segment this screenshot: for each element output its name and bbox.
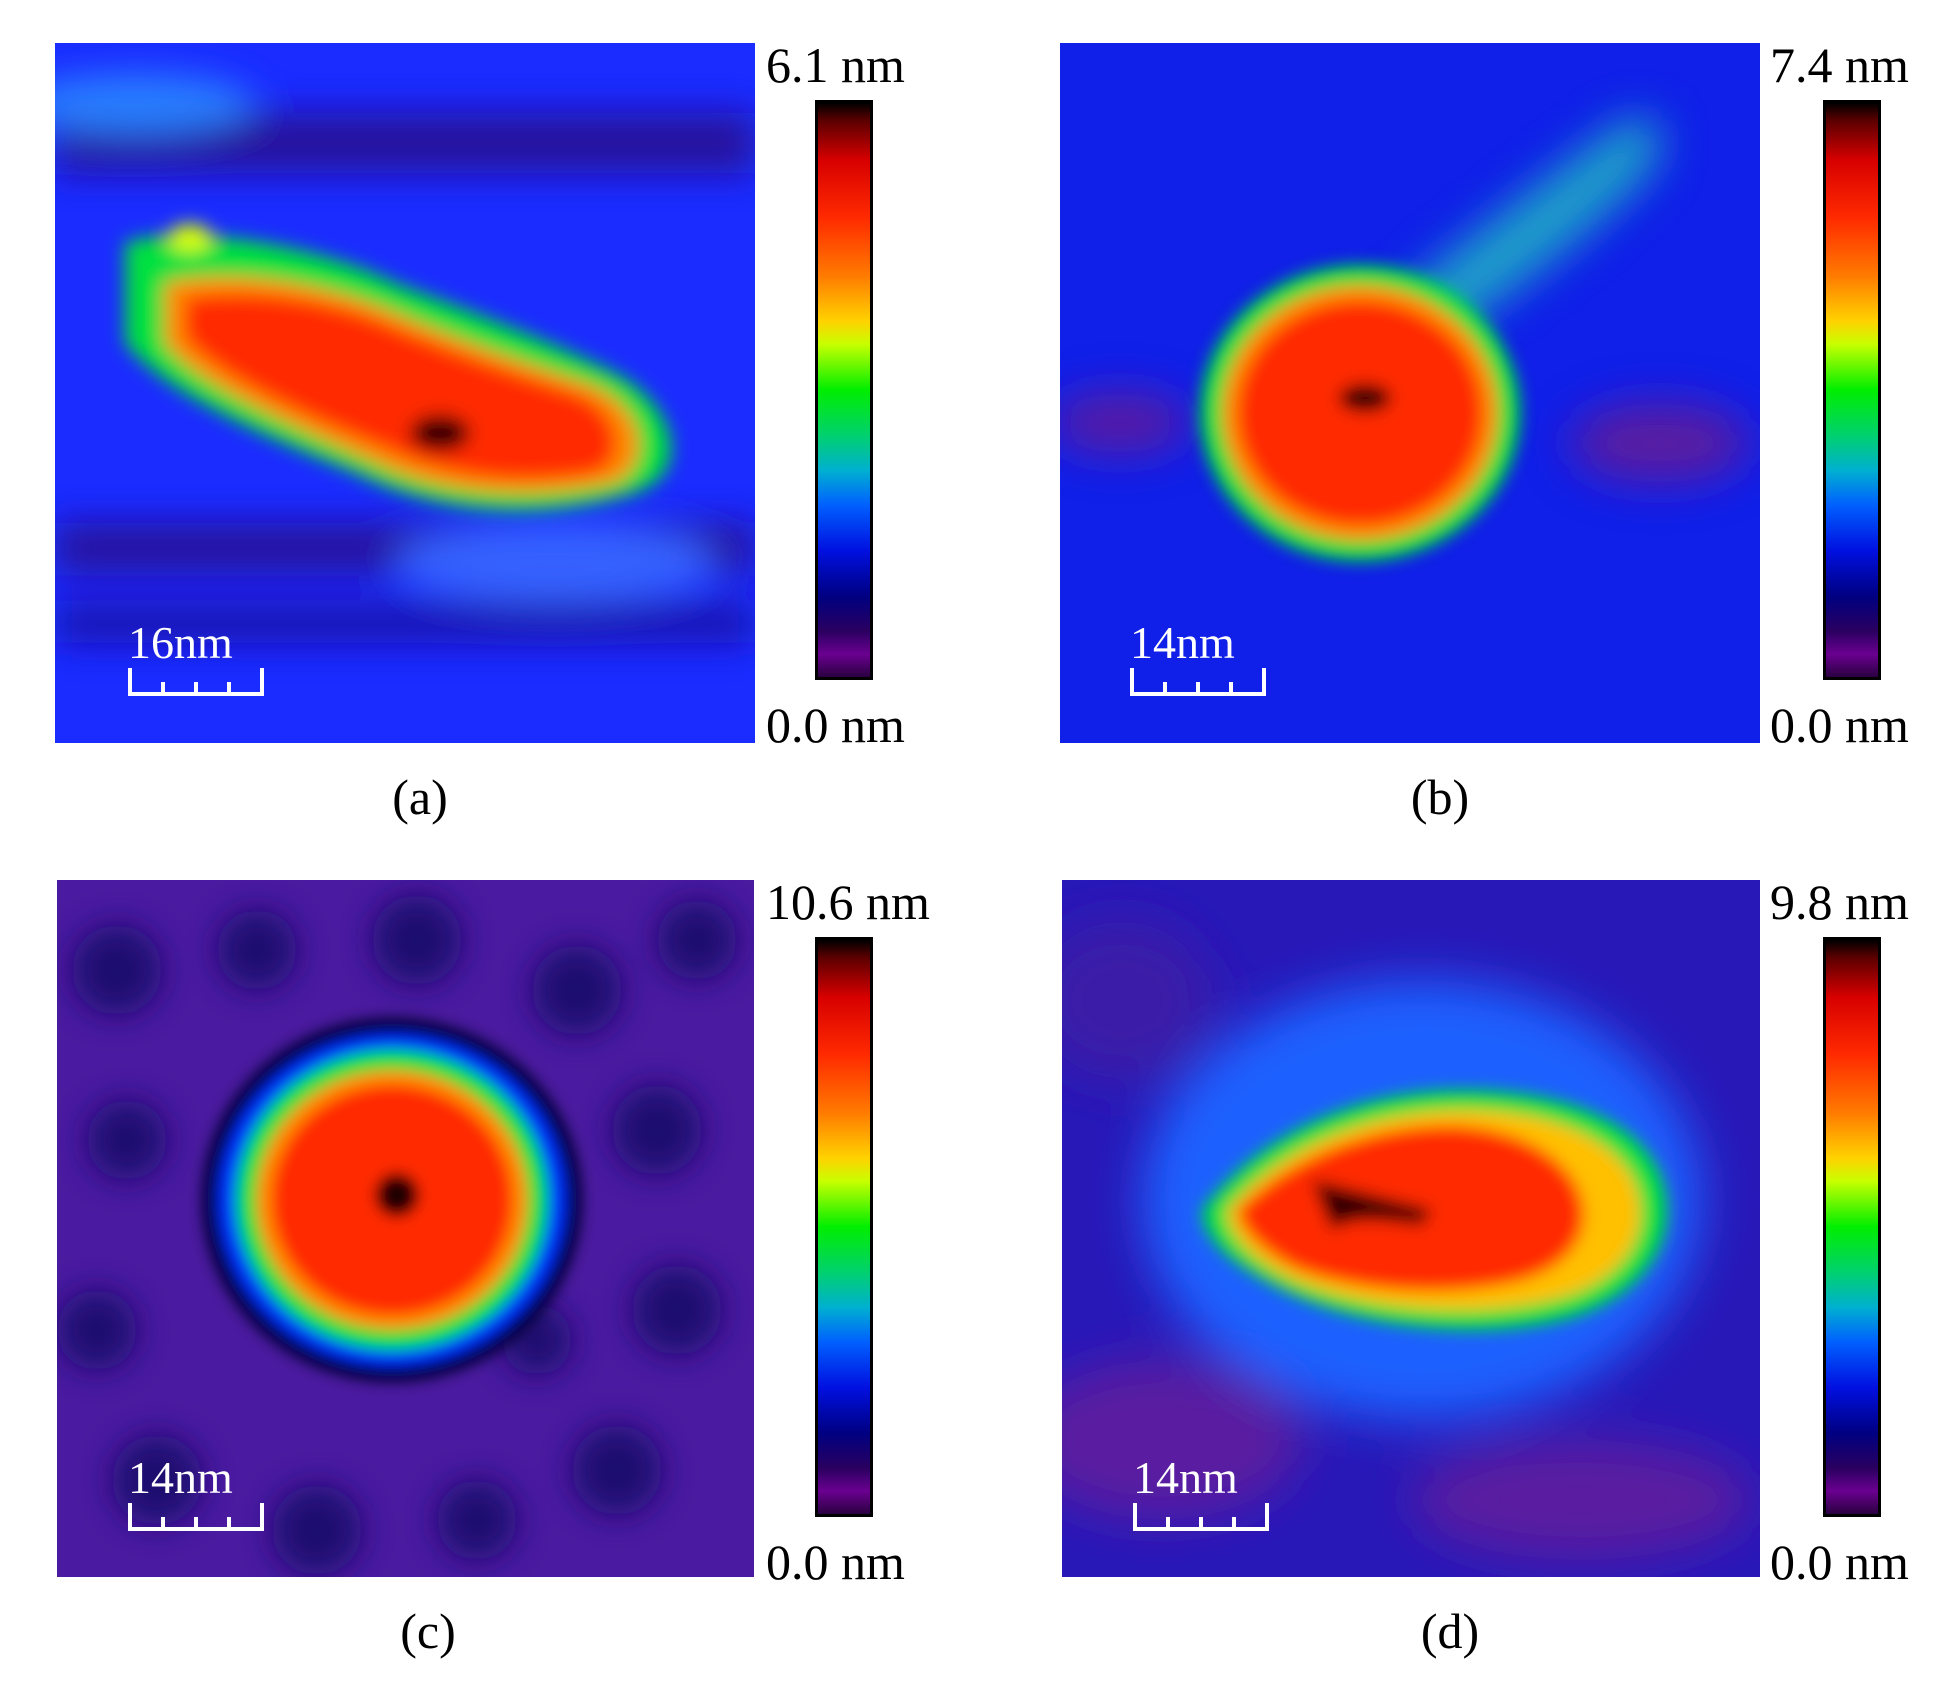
afm-map-b bbox=[1060, 43, 1760, 743]
colorbar-min-label-a: 0.0 nm bbox=[766, 697, 905, 753]
afm-image-d bbox=[1062, 880, 1760, 1577]
caption-d: (d) bbox=[1420, 1603, 1480, 1659]
caption-b: (b) bbox=[1410, 769, 1470, 825]
colorbar-d bbox=[1823, 937, 1881, 1517]
afm-map-a bbox=[55, 43, 755, 743]
colorbar-max-label-d: 9.8 nm bbox=[1770, 874, 1909, 930]
afm-image-c bbox=[57, 880, 754, 1577]
scale-label-c: 14nm bbox=[128, 1452, 233, 1503]
scale-label-a: 16nm bbox=[128, 617, 233, 668]
colorbar-max-label-c: 10.6 nm bbox=[766, 874, 930, 930]
colorbar-min-label-b: 0.0 nm bbox=[1770, 697, 1909, 753]
colorbar-max-label-b: 7.4 nm bbox=[1770, 37, 1909, 93]
colorbar-min-label-c: 0.0 nm bbox=[766, 1534, 905, 1590]
afm-map-c bbox=[57, 880, 754, 1577]
colorbar-b bbox=[1823, 100, 1881, 680]
colorbar-min-label-d: 0.0 nm bbox=[1770, 1534, 1909, 1590]
caption-c: (c) bbox=[400, 1603, 456, 1659]
scale-ticks-d bbox=[1133, 1503, 1269, 1531]
colorbar-max-label-a: 6.1 nm bbox=[766, 37, 905, 93]
caption-a: (a) bbox=[392, 769, 448, 825]
scale-ticks-a bbox=[128, 668, 264, 696]
scale-label-b: 14nm bbox=[1130, 617, 1235, 668]
colorbar-c bbox=[815, 937, 873, 1517]
afm-image-a bbox=[55, 43, 755, 743]
afm-image-b bbox=[1060, 43, 1760, 743]
scale-label-d: 14nm bbox=[1133, 1452, 1238, 1503]
scale-ticks-c bbox=[128, 1503, 264, 1531]
colorbar-a bbox=[815, 100, 873, 680]
scale-ticks-b bbox=[1130, 668, 1266, 696]
afm-map-d bbox=[1062, 880, 1760, 1577]
